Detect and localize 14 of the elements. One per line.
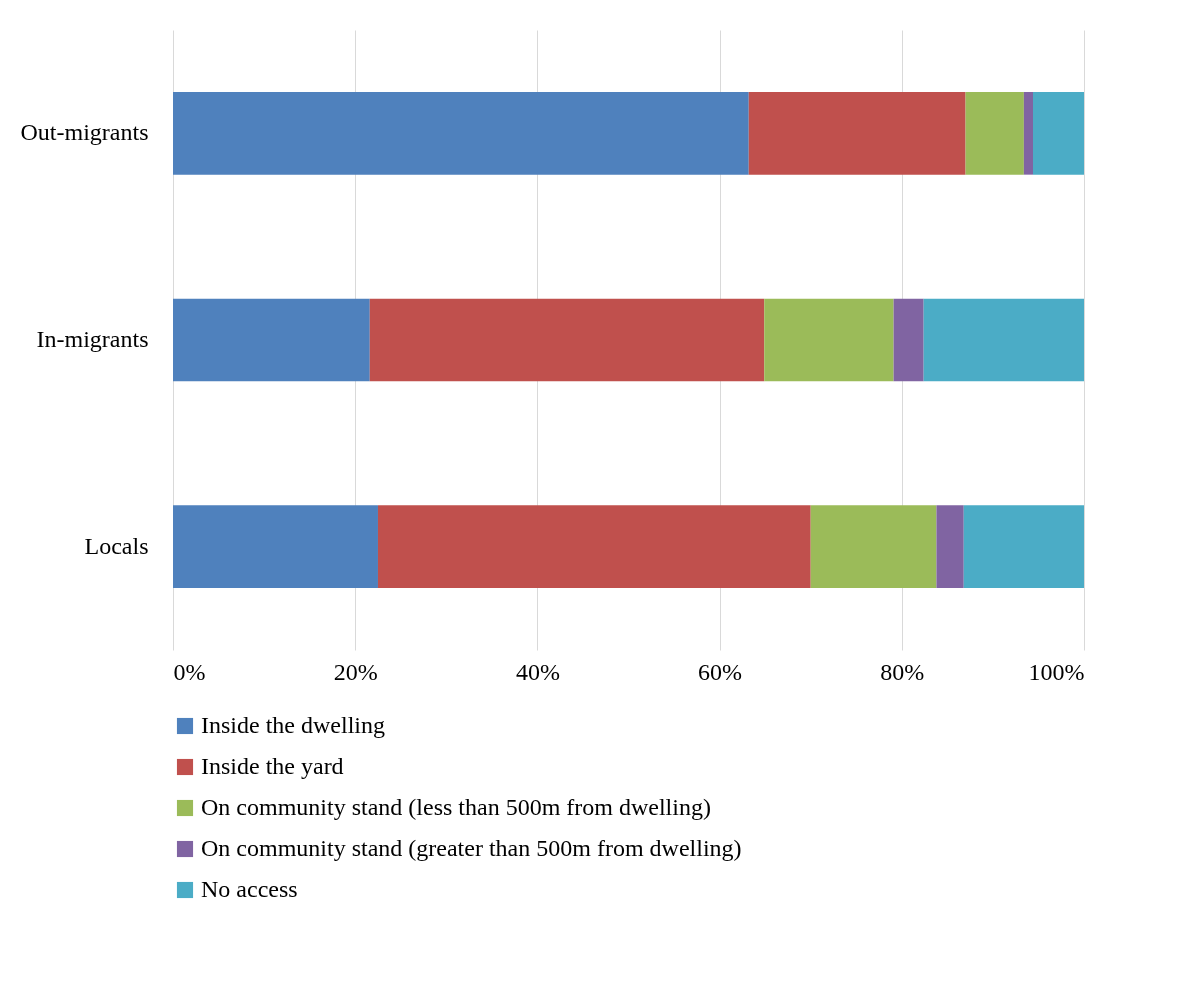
- legend-label: On community stand (less than 500m from dwelling): [201, 794, 711, 820]
- x-tick-label: 100%: [1028, 658, 1085, 685]
- y-tick-label: Out-migrants: [20, 119, 149, 146]
- x-tick-label: 80%: [880, 658, 925, 685]
- legend-label: Inside the yard: [201, 753, 344, 779]
- legend-label: Inside the dwelling: [201, 712, 385, 738]
- y-tick-label: In-migrants: [36, 326, 149, 352]
- x-tick-label: 0%: [173, 658, 206, 685]
- x-tick-label: 60%: [698, 658, 743, 685]
- x-tick-label: 40%: [515, 658, 560, 685]
- legend-label: No access: [201, 876, 298, 902]
- x-tick-label: 20%: [333, 658, 378, 685]
- y-tick-label: Locals: [84, 532, 149, 559]
- legend-label: On community stand (greater than 500m from dwelling): [201, 835, 742, 861]
